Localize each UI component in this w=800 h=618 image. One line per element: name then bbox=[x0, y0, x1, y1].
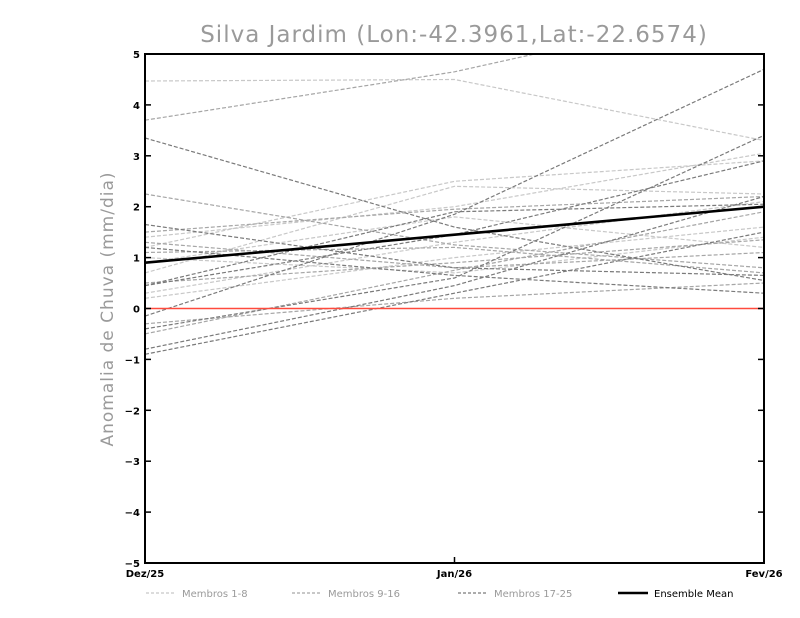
series-line-member-14 bbox=[145, 211, 764, 335]
y-tick-label: −3 bbox=[125, 457, 140, 468]
series-line-member-3 bbox=[145, 185, 764, 274]
series-line-member-23 bbox=[145, 231, 764, 355]
series-line-member-6 bbox=[145, 216, 764, 264]
chart-title: Silva Jardim (Lon:-42.3961,Lat:-22.6574) bbox=[200, 22, 708, 48]
y-tick-label: −4 bbox=[125, 508, 140, 519]
y-tick-label: 4 bbox=[133, 101, 140, 112]
legend-label: Membros 1-8 bbox=[182, 589, 248, 600]
series-line-member-22 bbox=[145, 195, 764, 350]
legend-label: Membros 17-25 bbox=[494, 589, 572, 600]
series-line-member-8 bbox=[145, 236, 764, 274]
series-line-member-11 bbox=[145, 239, 764, 284]
legend: Membros 1-8 Membros 9-16 Membros 17-25 Ense… bbox=[146, 589, 733, 600]
series-line-member-21 bbox=[145, 223, 764, 276]
series-line-member-18 bbox=[145, 68, 764, 317]
x-tick-label: Jan/26 bbox=[436, 569, 472, 580]
series-line-ensemble-mean bbox=[145, 205, 764, 264]
series-line-member-2 bbox=[145, 160, 764, 248]
y-axis-label: Anomalia de Chuva (mm/dia) bbox=[98, 171, 118, 446]
series-line-member-10 bbox=[145, 195, 764, 233]
series-line-member-24 bbox=[145, 246, 764, 294]
y-tick-label: 0 bbox=[133, 305, 140, 316]
x-tick-label: Fev/26 bbox=[745, 569, 782, 580]
series-line-member-16 bbox=[145, 193, 764, 269]
y-tick-label: 5 bbox=[133, 50, 140, 61]
series-line-member-19 bbox=[145, 134, 764, 330]
series-line-member-9 bbox=[145, 54, 538, 121]
y-tick-label: −2 bbox=[125, 406, 140, 417]
legend-label: Ensemble Mean bbox=[654, 589, 733, 600]
series-line-member-5 bbox=[145, 226, 764, 299]
y-tick-label: 1 bbox=[133, 254, 140, 265]
legend-label: Membros 9-16 bbox=[328, 589, 400, 600]
series-line-member-1 bbox=[145, 78, 764, 142]
y-tick-label: −1 bbox=[125, 355, 140, 366]
series-line-member-12 bbox=[145, 282, 764, 325]
y-tick-label: −5 bbox=[125, 559, 140, 570]
series-line-member-17 bbox=[145, 137, 764, 282]
series-line-member-13 bbox=[145, 246, 764, 274]
series-line-member-25 bbox=[145, 203, 764, 287]
y-tick-label: 3 bbox=[133, 152, 140, 163]
x-tick-label: Dez/25 bbox=[126, 569, 165, 580]
tick-layer: −5 −4 −3 −2 −1 0 1 2 3 4 5 Dez/25 Jan/26 Fev/26 bbox=[125, 50, 783, 580]
series-line-member-4 bbox=[145, 152, 764, 238]
series-layer bbox=[145, 54, 764, 355]
series-line-member-15 bbox=[145, 241, 764, 269]
y-tick-label: 2 bbox=[133, 203, 140, 214]
